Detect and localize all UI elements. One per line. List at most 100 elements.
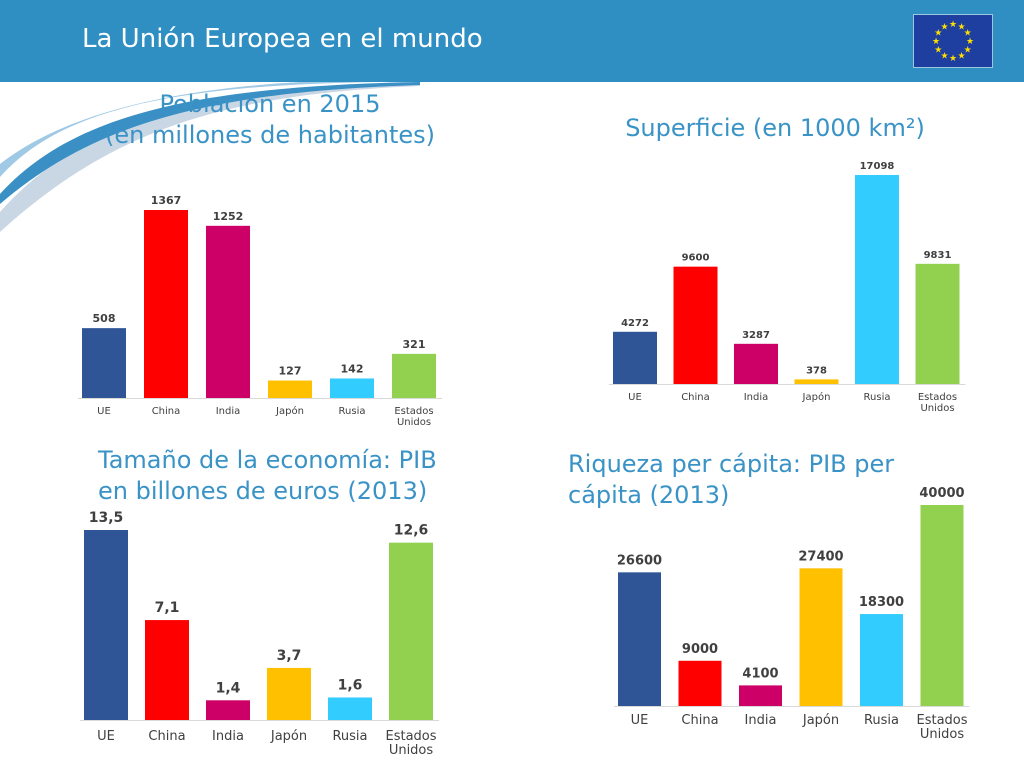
flag-star: ★ <box>957 52 965 62</box>
chart-title-poblacion: Población en 2015 (en millones de habitan… <box>105 90 435 149</box>
bar-0 <box>613 331 657 384</box>
bar-1 <box>144 210 188 398</box>
chart-1: 4272 UE 9600 China 3287 India 378 Japón 17098 Rus… <box>609 161 966 414</box>
bar-1 <box>145 620 189 720</box>
bar-3 <box>794 379 839 384</box>
bar-2 <box>734 343 778 384</box>
flag-star: ★ <box>949 54 957 64</box>
data-label-5: 12,6 <box>394 523 429 539</box>
data-label-1: 1367 <box>151 194 182 207</box>
category-label-5-1: Unidos <box>920 727 965 742</box>
data-label-1: 9000 <box>682 642 718 657</box>
data-label-1: 9600 <box>682 253 710 264</box>
category-label-0: UE <box>628 392 642 403</box>
data-label-0: 508 <box>93 312 116 325</box>
bar-5 <box>920 505 964 706</box>
chart-title-riqueza: Riqueza per cápita: PIB per cápita (2013) <box>568 450 895 509</box>
bar-1 <box>678 660 722 706</box>
bar-1 <box>673 266 718 384</box>
data-label-3: 378 <box>806 365 827 376</box>
category-label-5-0: Estados <box>916 713 967 728</box>
category-label-4: Rusia <box>339 406 366 417</box>
category-label-4: Rusia <box>332 729 367 744</box>
data-label-0: 4272 <box>621 318 649 329</box>
decorative-swoosh <box>0 82 420 232</box>
flag-star: ★ <box>934 29 942 39</box>
category-label-1: China <box>681 713 718 728</box>
category-label-3: Japón <box>802 713 839 728</box>
bar-0 <box>618 572 661 706</box>
data-label-2: 3287 <box>742 330 770 341</box>
data-label-5: 321 <box>403 338 426 351</box>
flag-star: ★ <box>964 29 972 39</box>
data-label-0: 26600 <box>617 553 662 568</box>
page-title: La Unión Europea en el mundo <box>82 24 483 54</box>
data-label-4: 18300 <box>859 595 904 610</box>
data-label-4: 1,6 <box>338 677 363 693</box>
bar-2 <box>739 685 782 706</box>
category-label-1: China <box>152 406 181 417</box>
bar-5 <box>915 263 960 384</box>
flag-star: ★ <box>966 37 974 47</box>
category-label-5-0: Estados <box>385 729 436 744</box>
category-label-3: Japón <box>270 729 307 744</box>
flag-star: ★ <box>964 46 972 56</box>
category-label-5-0: Estados <box>918 392 957 403</box>
category-label-4: Rusia <box>864 713 899 728</box>
data-label-2: 1,4 <box>216 680 241 696</box>
flag-star: ★ <box>932 37 940 47</box>
data-label-3: 27400 <box>798 549 843 564</box>
data-label-2: 4100 <box>742 666 778 681</box>
bar-4 <box>860 614 903 706</box>
flag-star: ★ <box>940 22 948 32</box>
category-label-3: Japón <box>275 405 304 417</box>
category-label-2: India <box>216 406 241 417</box>
bar-4 <box>330 378 374 398</box>
category-label-3: Japón <box>802 391 831 403</box>
data-label-5: 9831 <box>924 250 952 261</box>
bar-2 <box>206 700 250 720</box>
data-label-3: 127 <box>279 365 302 378</box>
eu-flag-icon: ★ ★ ★ ★ ★ ★ ★ ★ ★ ★ ★ ★ <box>914 15 992 67</box>
flag-star: ★ <box>940 52 948 62</box>
category-label-5-1: Unidos <box>920 403 954 414</box>
data-label-3: 3,7 <box>277 648 302 664</box>
chart-0: 508 UE 1367 China 1252 India 127 Japón 142 Rusia 3… <box>78 194 442 428</box>
chart-2: 13,5 UE 7,1 China 1,4 India 3,7 Japón 1,6 Rusia 12… <box>80 510 439 758</box>
data-label-4: 142 <box>341 362 364 375</box>
bar-2 <box>206 225 250 398</box>
bar-4 <box>328 697 372 720</box>
bar-0 <box>82 328 126 398</box>
bar-3 <box>267 667 311 720</box>
bar-3 <box>268 380 312 398</box>
bar-5 <box>392 353 436 398</box>
category-label-2: India <box>744 392 769 403</box>
category-label-5-1: Unidos <box>397 417 431 428</box>
category-label-4: Rusia <box>864 392 891 403</box>
chart-title-economia: Tamaño de la economía: PIB en billones de… <box>98 446 437 505</box>
flag-star: ★ <box>957 22 965 32</box>
category-label-1: China <box>681 392 710 403</box>
header-bar: La Unión Europea en el mundo ★ ★ ★ ★ ★ ★ ★ ★ ★ ★ ★… <box>0 0 1024 82</box>
category-label-5-1: Unidos <box>389 743 434 758</box>
data-label-0: 13,5 <box>89 510 124 526</box>
category-label-2: India <box>212 729 244 744</box>
bar-4 <box>855 175 899 384</box>
category-label-1: China <box>148 729 185 744</box>
bar-3 <box>799 568 843 706</box>
data-label-5: 40000 <box>919 486 964 501</box>
data-label-1: 7,1 <box>155 600 180 616</box>
category-label-0: UE <box>631 713 649 728</box>
data-label-2: 1252 <box>213 210 244 223</box>
bar-0 <box>84 530 128 720</box>
flag-star: ★ <box>934 46 942 56</box>
category-label-0: UE <box>97 729 115 744</box>
category-label-0: UE <box>97 406 111 417</box>
chart-3: 26600 UE 9000 China 4100 India 27400 Japón 18300… <box>614 486 970 742</box>
flag-star: ★ <box>949 20 957 30</box>
data-label-4: 17098 <box>860 161 895 172</box>
bar-5 <box>389 542 433 720</box>
category-label-5-0: Estados <box>394 406 433 417</box>
category-label-2: India <box>745 713 777 728</box>
